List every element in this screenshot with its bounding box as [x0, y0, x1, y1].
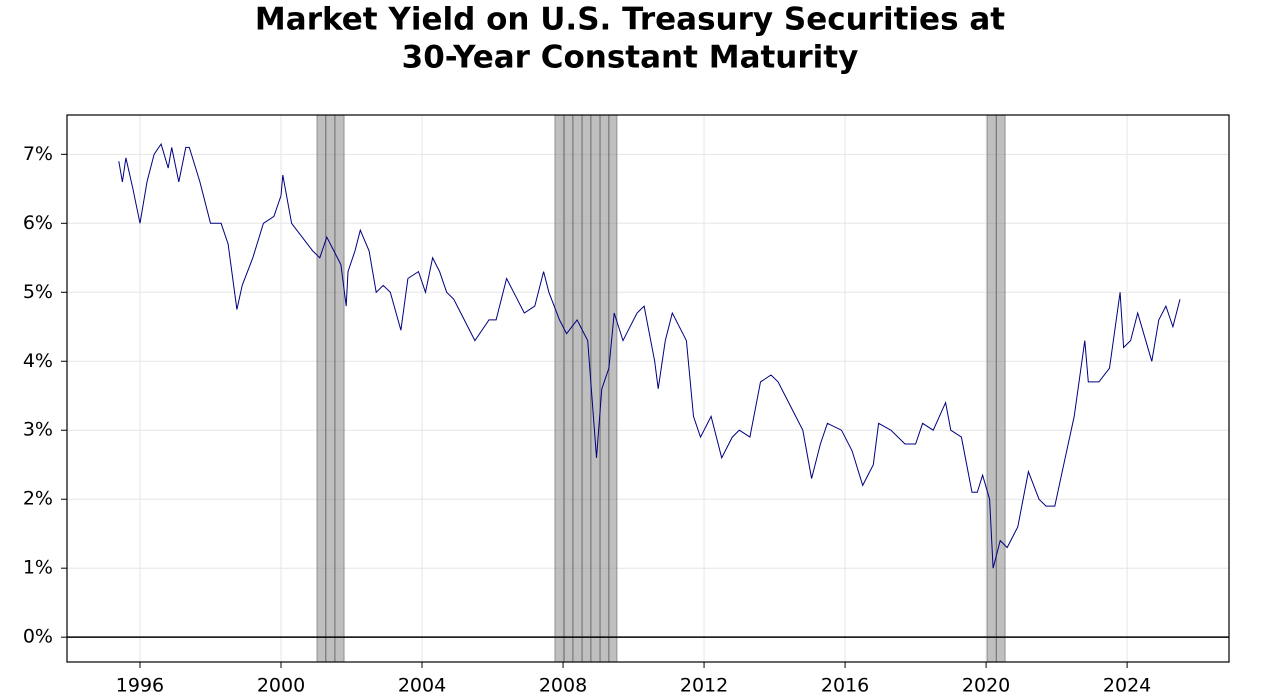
y-tick-label: 1% — [23, 557, 53, 579]
recession-band — [995, 114, 1006, 663]
recession-band — [325, 114, 336, 663]
yield-line — [118, 142, 1181, 569]
chart-title: Market Yield on U.S. Treasury Securities… — [255, 2, 1005, 38]
x-tick-label: 1996 — [116, 675, 164, 697]
recession-band — [563, 114, 574, 663]
y-tick-label: 4% — [23, 350, 53, 372]
x-tick-label: 2004 — [398, 675, 446, 697]
x-tick-label: 2000 — [257, 675, 305, 697]
y-tick-label: 3% — [23, 419, 53, 441]
x-tick-label: 2020 — [962, 675, 1010, 697]
recession-band — [590, 114, 601, 663]
y-tick-label: 5% — [23, 281, 53, 303]
y-tick-label: 0% — [23, 626, 53, 648]
chart-title: 30-Year Constant Maturity — [402, 40, 859, 76]
y-tick-label: 2% — [23, 488, 53, 510]
plot-frame — [66, 114, 1230, 663]
y-tick-label: 7% — [23, 143, 53, 165]
recession-band — [554, 114, 565, 663]
recession-band — [316, 114, 327, 663]
x-tick-label: 2008 — [539, 675, 587, 697]
x-tick-label: 2016 — [821, 675, 869, 697]
x-tick-label: 2012 — [680, 675, 728, 697]
recession-band — [581, 114, 592, 663]
recession-band — [572, 114, 583, 663]
x-tick-label: 2024 — [1103, 675, 1151, 697]
recession-band — [986, 114, 997, 663]
recession-band — [334, 114, 345, 663]
y-tick-label: 6% — [23, 212, 53, 234]
recession-band — [608, 114, 618, 663]
